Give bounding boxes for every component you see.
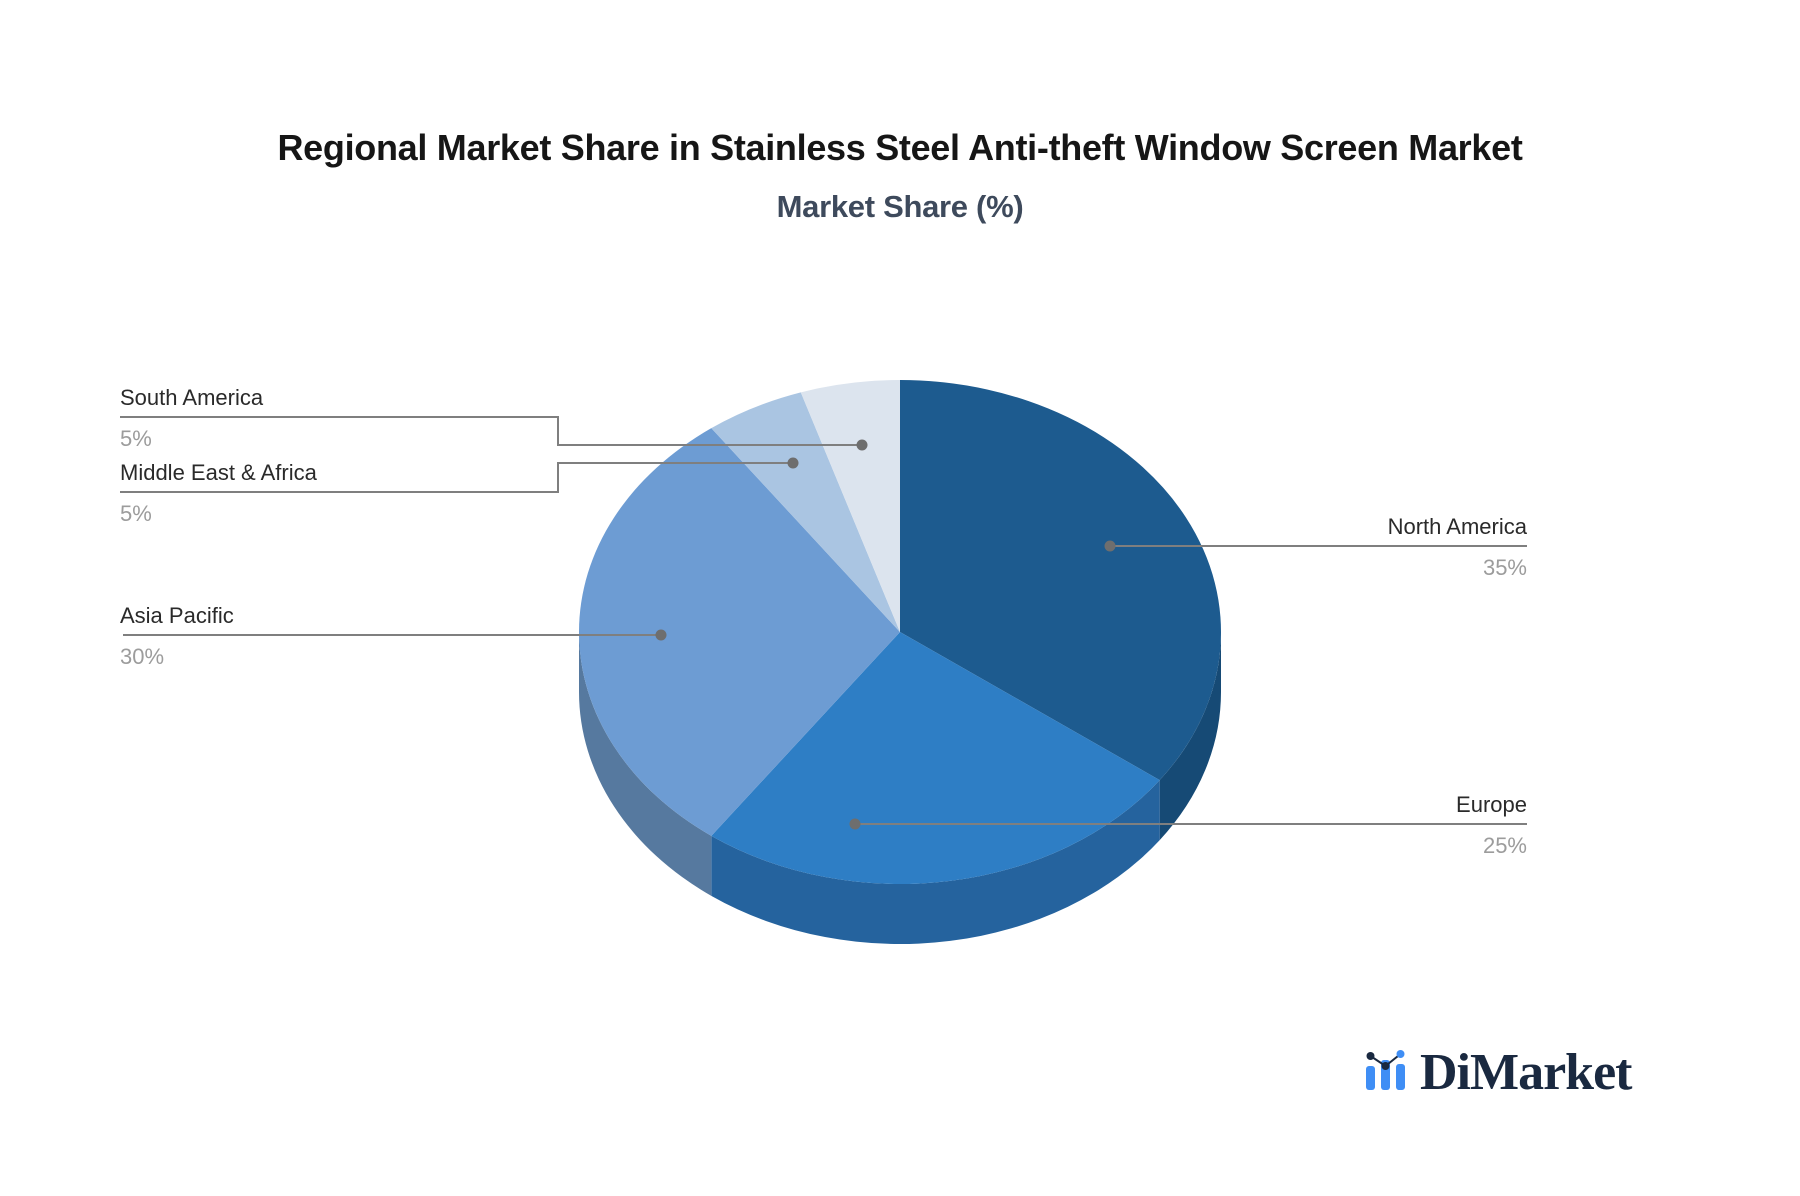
leader-line-middle-east-africa	[120, 462, 793, 493]
leader-dot-europe	[849, 818, 861, 830]
pie-label-europe: Europe	[1456, 792, 1527, 817]
leader-line-south-america	[120, 416, 862, 446]
pie-pct-south-america: 5%	[120, 426, 152, 451]
dimarket-logo-icon	[1366, 1050, 1405, 1090]
pie-pct-europe: 25%	[1482, 833, 1527, 858]
pie-pct-asia-pacific: 30%	[120, 644, 165, 669]
pie-label-asia-pacific: Asia Pacific	[120, 603, 234, 628]
pie-slice-europe[interactable]	[711, 632, 1160, 885]
chart-subtitle: Market Share (%)	[776, 189, 1024, 224]
leader-dot-north-america	[1104, 540, 1116, 552]
pie-slice-middle-east-africa[interactable]	[711, 392, 900, 632]
dimarket-logo: DiMarket	[1364, 1044, 1632, 1102]
leader-dot-asia-pacific	[655, 629, 667, 641]
pie-slice-side-europe	[711, 780, 1160, 945]
pie-slice-side-north-america	[1159, 632, 1221, 841]
dimarket-logo-text: DiMarket	[1420, 1044, 1632, 1101]
chart-title: Regional Market Share in Stainless Steel…	[277, 127, 1523, 168]
pie-label-middle-east-africa: Middle East & Africa	[120, 460, 317, 485]
pie-label-south-america: South America	[120, 385, 264, 410]
pie-slice-south-america[interactable]	[800, 380, 900, 632]
pie-slice-north-america[interactable]	[900, 380, 1221, 781]
pie-slice-side-asia-pacific	[579, 632, 712, 896]
leader-dot-south-america	[856, 439, 868, 451]
pie-label-north-america: North America	[1387, 514, 1527, 539]
leader-dot-middle-east-africa	[787, 457, 799, 469]
pie-pct-north-america: 35%	[1482, 555, 1527, 580]
pie-pct-middle-east-africa: 5%	[120, 501, 152, 526]
pie-slice-asia-pacific[interactable]	[578, 428, 900, 836]
